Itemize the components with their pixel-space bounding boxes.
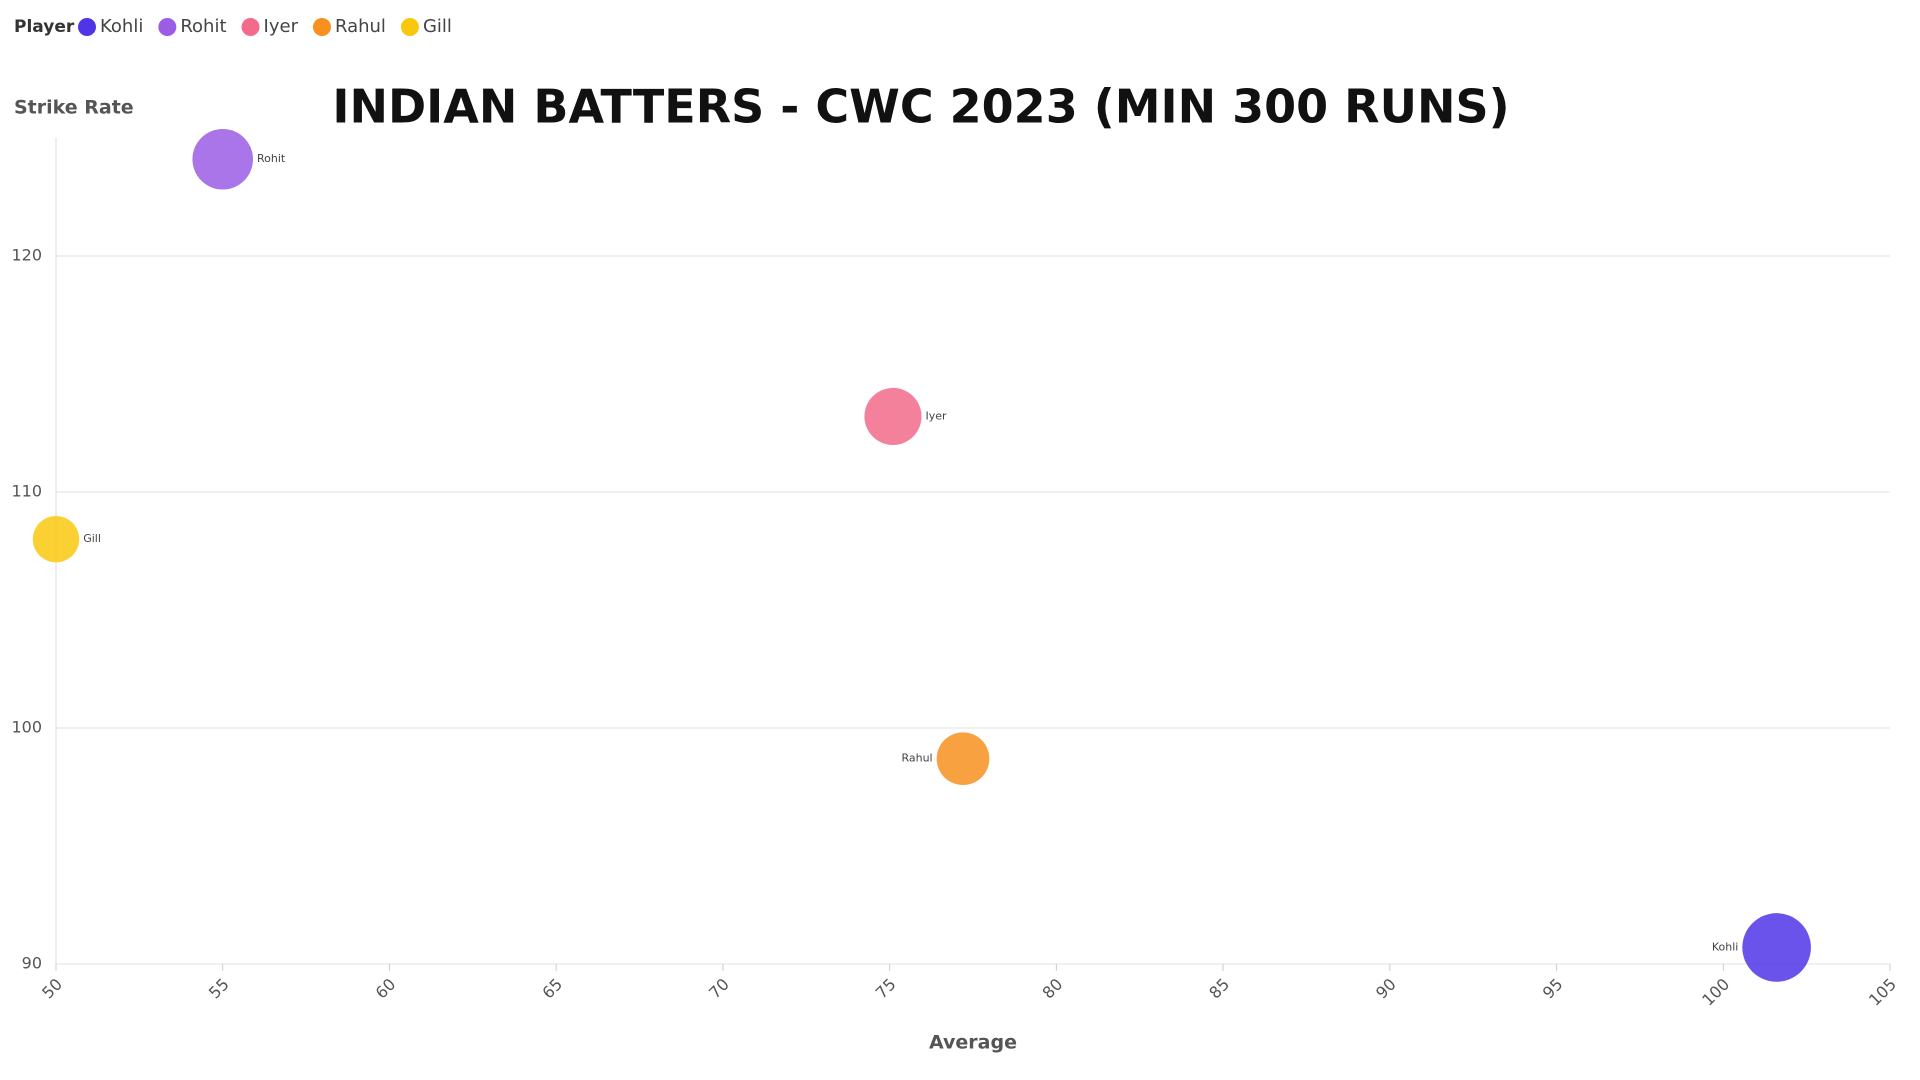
legend-swatch — [158, 18, 177, 36]
legend-text: Rohit — [180, 16, 226, 37]
data-label: Kohli — [1712, 940, 1738, 953]
x-tick-label: 105 — [1865, 975, 1900, 1010]
x-axis-label: Average — [929, 1032, 1017, 1054]
x-tick-label: 65 — [538, 975, 566, 1003]
x-tick-label: 55 — [205, 975, 233, 1003]
x-tick-label: 50 — [38, 975, 66, 1003]
bubble — [192, 128, 254, 190]
data-label: Rahul — [901, 752, 932, 765]
y-axis-label: Strike Rate — [14, 97, 134, 119]
y-tick-label: 90 — [22, 954, 42, 973]
bubble — [32, 516, 80, 563]
y-tick-label: 120 — [11, 246, 42, 265]
legend-text: Gill — [423, 16, 452, 37]
x-tick-label: 95 — [1539, 975, 1567, 1003]
data-label: Iyer — [926, 409, 948, 422]
bubble — [864, 387, 922, 446]
data-label: Gill — [83, 532, 101, 545]
x-tick-label: 80 — [1039, 975, 1067, 1003]
legend-swatch — [78, 18, 96, 36]
legend-text: Kohli — [100, 16, 143, 37]
x-tick-label: 90 — [1372, 975, 1400, 1003]
bubble — [936, 732, 990, 786]
y-tick-label: 100 — [11, 718, 42, 737]
x-tick-label: 100 — [1698, 975, 1733, 1010]
y-tick-label: 110 — [11, 482, 42, 501]
x-tick-label: 75 — [872, 975, 900, 1003]
legend-swatch — [400, 18, 419, 36]
x-tick-label: 60 — [372, 975, 400, 1003]
bubble — [1742, 913, 1811, 982]
legend-swatch — [312, 18, 331, 36]
x-tick-label: 70 — [705, 975, 733, 1003]
chart-title: INDIAN BATTERS - CWC 2023 (MIN 300 RUNS) — [332, 80, 1509, 134]
legend-text: Iyer — [264, 16, 299, 37]
data-label: Rohit — [257, 152, 286, 165]
legend-title: Player — [14, 17, 75, 37]
legend-text: Rahul — [335, 16, 386, 37]
legend-swatch — [241, 18, 260, 36]
x-tick-label: 85 — [1205, 975, 1233, 1003]
